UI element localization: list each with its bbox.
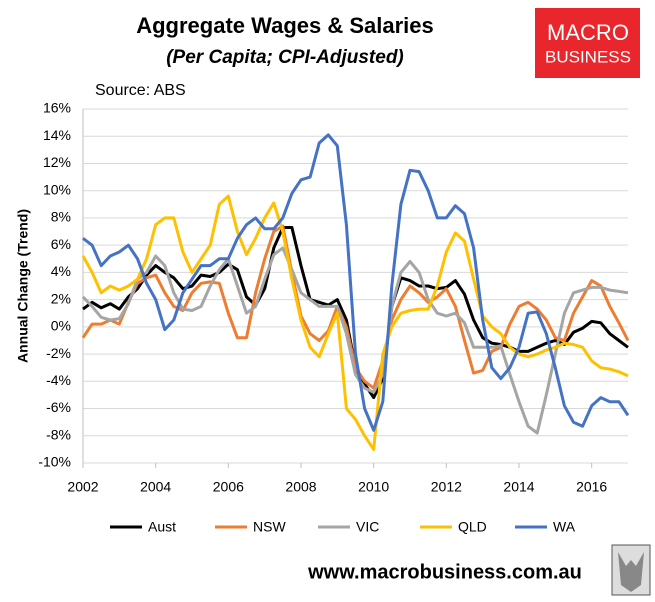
y-tick-label: 4% xyxy=(51,263,71,279)
logo-text: MACRO xyxy=(547,20,629,45)
y-tick-label: 8% xyxy=(51,209,71,225)
y-tick-label: -2% xyxy=(46,345,71,361)
legend-label: WA xyxy=(553,519,576,535)
y-tick-label: 0% xyxy=(51,318,71,334)
y-tick-label: 10% xyxy=(43,181,71,197)
logo-box xyxy=(535,8,640,78)
footer-url: www.macrobusiness.com.au xyxy=(307,561,582,583)
y-tick-label: 2% xyxy=(51,290,71,306)
series-line xyxy=(82,133,630,432)
y-tick-label: -8% xyxy=(46,426,71,442)
x-tick-label: 2006 xyxy=(213,479,244,495)
chart-title: Aggregate Wages & Salaries xyxy=(136,13,434,38)
x-tick-label: 2012 xyxy=(431,479,462,495)
wolf-icon xyxy=(618,552,644,592)
series-line xyxy=(81,224,630,390)
series-line xyxy=(81,246,629,435)
chart-subtitle: (Per Capita; CPI-Adjusted) xyxy=(166,47,404,68)
source: Source: ABS xyxy=(95,82,186,99)
y-tick-label: 14% xyxy=(43,127,71,143)
logo-text: BUSINESS xyxy=(545,47,631,66)
y-tick-label: -4% xyxy=(46,372,71,388)
legend-label: VIC xyxy=(356,519,379,535)
legend-label: Aust xyxy=(148,519,176,535)
y-tick-label: -10% xyxy=(38,454,71,470)
x-tick-label: 2010 xyxy=(358,479,389,495)
x-tick-label: 2008 xyxy=(285,479,316,495)
legend-label: NSW xyxy=(253,519,286,535)
x-tick-label: 2002 xyxy=(67,479,98,495)
y-tick-label: 6% xyxy=(51,236,71,252)
legend-label: QLD xyxy=(458,519,487,535)
series-line xyxy=(81,194,629,451)
x-tick-label: 2016 xyxy=(576,479,607,495)
y-tick-label: 12% xyxy=(43,154,71,170)
x-tick-label: 2014 xyxy=(503,479,534,495)
x-tick-label: 2004 xyxy=(140,479,171,495)
y-axis-label: Annual Change (Trend) xyxy=(15,209,31,363)
y-tick-label: 16% xyxy=(43,100,71,116)
y-tick-label: -6% xyxy=(46,399,71,415)
